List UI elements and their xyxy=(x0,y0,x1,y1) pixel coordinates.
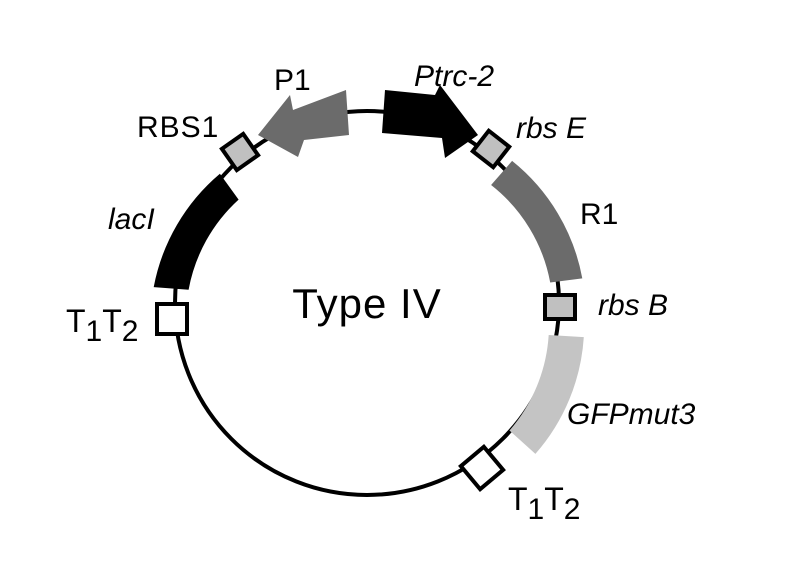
laci-label: lacI xyxy=(108,203,155,236)
diagram-title: Type IV xyxy=(292,280,441,327)
ptrc2-label: Ptrc-2 xyxy=(414,60,494,93)
r1-gene xyxy=(491,160,583,283)
rbs1-site xyxy=(219,131,261,173)
p1-label: P1 xyxy=(274,64,311,97)
ptrc2-arrow xyxy=(382,85,478,158)
terminator-right-label: T1T2 xyxy=(508,481,580,526)
p1-arrow xyxy=(258,90,349,157)
gfpmut3-label: GFPmut3 xyxy=(567,398,696,431)
rbs-e-label: rbs E xyxy=(516,112,587,145)
rbs-b-site xyxy=(543,293,577,321)
rbs-e-site xyxy=(469,127,513,171)
terminator-left-label: T1T2 xyxy=(66,303,138,348)
gfpmut3-gene xyxy=(509,335,584,454)
laci-gene xyxy=(153,173,239,290)
terminator-right xyxy=(458,444,506,492)
rbs-b-label: rbs B xyxy=(598,289,668,322)
r1-label: R1 xyxy=(580,198,618,231)
terminator-left xyxy=(155,302,189,336)
rbs1-label: RBS1 xyxy=(137,111,219,144)
